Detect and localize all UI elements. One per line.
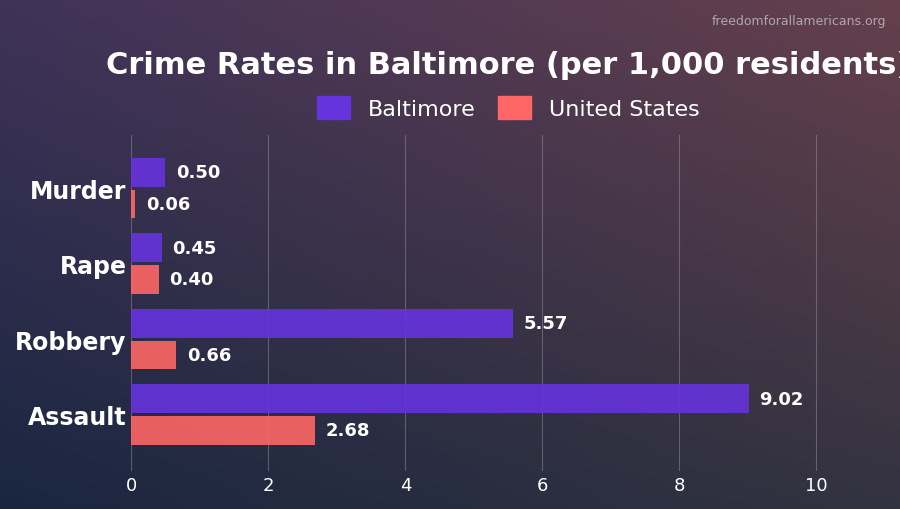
Bar xyxy=(131,309,513,338)
Bar xyxy=(131,266,158,294)
Bar xyxy=(131,385,750,413)
Bar xyxy=(131,416,315,445)
Title: Crime Rates in Baltimore (per 1,000 residents): Crime Rates in Baltimore (per 1,000 resi… xyxy=(106,50,900,79)
Text: 2.68: 2.68 xyxy=(325,421,370,439)
Bar xyxy=(131,190,135,219)
Bar xyxy=(131,158,166,187)
Text: 0.50: 0.50 xyxy=(176,164,220,182)
Text: 0.66: 0.66 xyxy=(186,346,231,364)
Text: 0.06: 0.06 xyxy=(146,195,190,213)
Text: 9.02: 9.02 xyxy=(760,390,804,408)
Bar xyxy=(131,234,162,263)
Text: 0.40: 0.40 xyxy=(169,271,213,289)
Legend: Baltimore, United States: Baltimore, United States xyxy=(308,89,708,129)
Text: 5.57: 5.57 xyxy=(523,315,568,332)
Text: freedomforallamericans.org: freedomforallamericans.org xyxy=(712,15,886,28)
Bar xyxy=(131,341,176,370)
Text: 0.45: 0.45 xyxy=(173,239,217,257)
